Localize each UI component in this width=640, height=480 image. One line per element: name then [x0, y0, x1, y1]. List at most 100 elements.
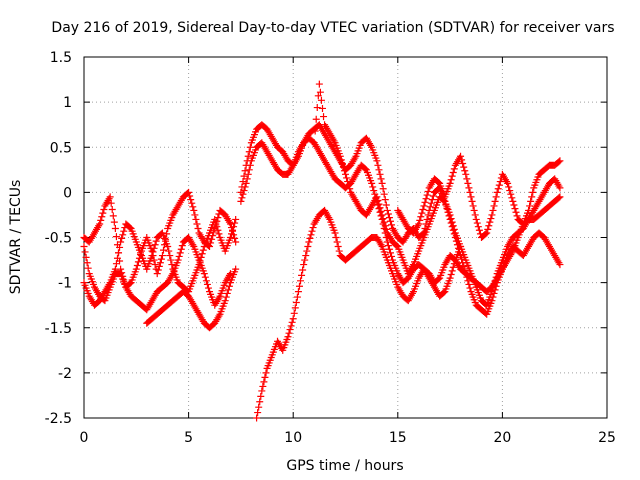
- data-point: [263, 369, 270, 376]
- data-point: [470, 202, 477, 209]
- data-point: [527, 198, 534, 205]
- data-point: [223, 294, 230, 301]
- data-point: [472, 211, 479, 218]
- data-point: [487, 215, 494, 222]
- data-point: [288, 322, 295, 329]
- data-point: [448, 176, 455, 183]
- data-point: [333, 234, 340, 241]
- x-axis-tick-labels: 0 5 10 15 20 25: [80, 430, 616, 446]
- data-point: [301, 257, 308, 264]
- data-point: [488, 211, 495, 218]
- data-point: [208, 236, 215, 243]
- x-tick-label: 20: [493, 430, 511, 446]
- data-point: [469, 198, 476, 205]
- data-point: [319, 105, 326, 112]
- data-point: [306, 235, 313, 242]
- data-point: [232, 216, 239, 223]
- y-tick-label: 0.5: [50, 140, 72, 156]
- data-point: [386, 214, 393, 221]
- data-point: [448, 271, 455, 278]
- y-tick-label: 1: [63, 95, 72, 111]
- data-point: [246, 148, 253, 155]
- data-point: [178, 246, 185, 253]
- data-point: [510, 202, 517, 209]
- data-point: [508, 194, 515, 201]
- grid: [84, 57, 607, 418]
- data-point: [242, 167, 249, 174]
- data-point: [232, 239, 239, 246]
- data-point: [135, 258, 142, 265]
- x-tick-label: 5: [184, 430, 193, 446]
- series-track-9: [394, 153, 563, 241]
- y-tick-label: -2.5: [45, 411, 72, 427]
- data-point: [109, 206, 116, 213]
- data-point: [320, 113, 327, 120]
- y-axis-label: SDTVAR / TECUs: [8, 180, 24, 295]
- data-point: [160, 247, 167, 254]
- data-point: [335, 243, 342, 250]
- data-point: [463, 175, 470, 182]
- data-point: [369, 183, 376, 190]
- data-point: [166, 252, 173, 259]
- data-point: [247, 162, 254, 169]
- data-point: [237, 198, 244, 205]
- data-point: [258, 387, 265, 394]
- data-point: [492, 198, 499, 205]
- data-point: [343, 174, 350, 181]
- data-point: [304, 243, 311, 250]
- data-point: [225, 286, 232, 293]
- data-point: [152, 241, 159, 248]
- y-tick-label: -2: [58, 366, 72, 382]
- data-point: [387, 218, 394, 225]
- data-point: [450, 264, 457, 271]
- data-point: [152, 261, 159, 268]
- data-point: [382, 196, 389, 203]
- data-point: [509, 198, 516, 205]
- data-point: [259, 383, 266, 390]
- data-point: [245, 171, 252, 178]
- data-point: [165, 248, 172, 255]
- data-point: [462, 171, 469, 178]
- data-point: [85, 265, 92, 272]
- data-point: [425, 211, 432, 218]
- data-point: [158, 256, 165, 263]
- x-tick-label: 10: [284, 430, 302, 446]
- data-point: [168, 261, 175, 268]
- y-tick-label: -0.5: [45, 231, 72, 247]
- data-point: [167, 257, 174, 264]
- data-point: [199, 250, 206, 257]
- data-point: [188, 200, 195, 207]
- data-point: [299, 266, 306, 273]
- data-point: [226, 283, 233, 290]
- data-point: [157, 259, 164, 266]
- data-point: [257, 393, 264, 400]
- data-point: [473, 216, 480, 223]
- data-point: [491, 202, 498, 209]
- data-point: [84, 259, 91, 266]
- data-point: [318, 97, 325, 104]
- data-point: [423, 195, 430, 202]
- data-point: [420, 202, 427, 209]
- data-point: [388, 253, 395, 260]
- data-point: [511, 205, 518, 212]
- data-point: [383, 202, 390, 209]
- data-point: [489, 207, 496, 214]
- data-point: [449, 173, 456, 180]
- x-tick-label: 0: [80, 430, 89, 446]
- data-point: [468, 193, 475, 200]
- data-point: [189, 203, 196, 210]
- data-point: [370, 187, 377, 194]
- data-point: [243, 180, 250, 187]
- data-point: [99, 210, 106, 217]
- data-point: [300, 261, 307, 268]
- data-point: [254, 409, 261, 416]
- data-point: [417, 213, 424, 220]
- data-point: [471, 207, 478, 214]
- data-point: [215, 230, 222, 237]
- data-point: [512, 209, 519, 216]
- data-point: [82, 248, 89, 255]
- y-tick-label: -1.5: [45, 321, 72, 337]
- data-point: [193, 220, 200, 227]
- data-point: [261, 374, 268, 381]
- data-point: [450, 169, 457, 176]
